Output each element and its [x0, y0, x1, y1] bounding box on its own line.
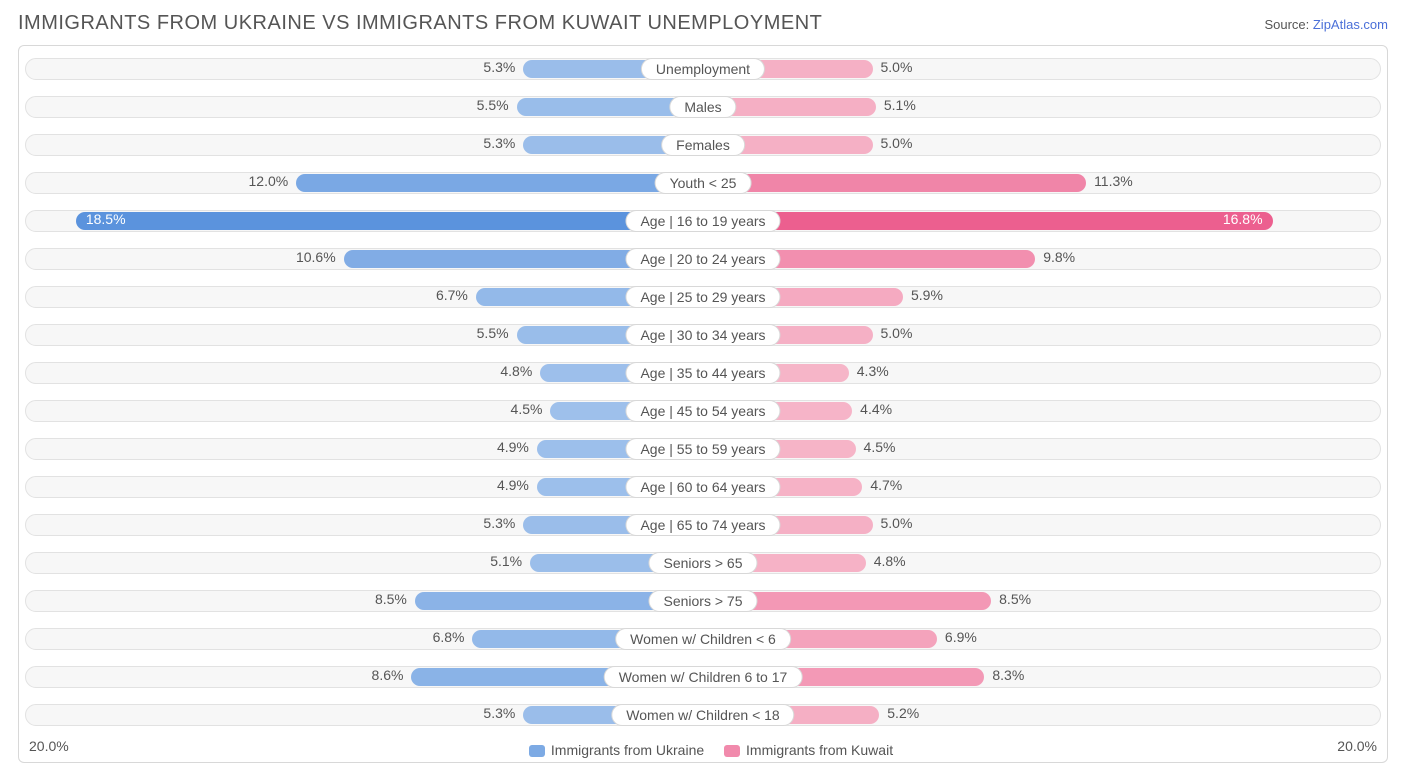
bar-right [703, 212, 1273, 230]
legend: Immigrants from Ukraine Immigrants from … [513, 738, 893, 758]
value-right: 5.0% [881, 515, 913, 531]
value-right: 4.7% [870, 477, 902, 493]
category-label: Age | 35 to 44 years [625, 362, 780, 384]
value-right: 8.3% [992, 667, 1024, 683]
chart-row: 6.8% 6.9% Women w/ Children < 6 [25, 622, 1381, 656]
category-label: Age | 60 to 64 years [625, 476, 780, 498]
value-right: 8.5% [999, 591, 1031, 607]
category-label: Age | 25 to 29 years [625, 286, 780, 308]
category-label: Women w/ Children < 6 [615, 628, 791, 650]
value-left: 12.0% [249, 173, 289, 189]
chart-row: 4.9% 4.5% Age | 55 to 59 years [25, 432, 1381, 466]
legend-label-right: Immigrants from Kuwait [746, 742, 893, 758]
legend-label-left: Immigrants from Ukraine [551, 742, 704, 758]
value-left: 4.9% [497, 477, 529, 493]
value-left: 8.6% [372, 667, 404, 683]
chart-title: IMMIGRANTS FROM UKRAINE VS IMMIGRANTS FR… [18, 12, 822, 35]
value-left: 4.9% [497, 439, 529, 455]
value-right: 4.4% [860, 401, 892, 417]
value-left: 4.8% [500, 363, 532, 379]
category-label: Unemployment [641, 58, 765, 80]
chart-row: 5.3% 5.0% Age | 65 to 74 years [25, 508, 1381, 542]
chart-row: 4.9% 4.7% Age | 60 to 64 years [25, 470, 1381, 504]
value-left: 5.3% [483, 135, 515, 151]
category-label: Seniors > 75 [649, 590, 758, 612]
chart-row: 5.5% 5.0% Age | 30 to 34 years [25, 318, 1381, 352]
bar-left [76, 212, 703, 230]
category-label: Youth < 25 [655, 172, 752, 194]
value-right: 11.3% [1094, 173, 1133, 189]
value-right: 5.1% [884, 97, 916, 113]
value-left: 5.3% [483, 59, 515, 75]
chart-row: 5.5% 5.1% Males [25, 90, 1381, 124]
category-label: Age | 55 to 59 years [625, 438, 780, 460]
legend-swatch-left [529, 745, 545, 757]
value-right: 6.9% [945, 629, 977, 645]
value-right: 4.3% [857, 363, 889, 379]
chart-row: 5.3% 5.2% Women w/ Children < 18 [25, 698, 1381, 732]
value-left: 5.3% [483, 515, 515, 531]
category-label: Females [661, 134, 745, 156]
category-label: Age | 20 to 24 years [625, 248, 780, 270]
category-label: Age | 65 to 74 years [625, 514, 780, 536]
value-left: 5.5% [477, 97, 509, 113]
value-left: 5.5% [477, 325, 509, 341]
chart-row: 5.3% 5.0% Unemployment [25, 52, 1381, 86]
chart-row: 5.3% 5.0% Females [25, 128, 1381, 162]
category-label: Seniors > 65 [649, 552, 758, 574]
category-label: Age | 45 to 54 years [625, 400, 780, 422]
value-left: 4.5% [511, 401, 543, 417]
category-label: Age | 30 to 34 years [625, 324, 780, 346]
butterfly-chart: 5.3% 5.0% Unemployment 5.5% 5.1% Males 5.3% 5.0… [18, 45, 1388, 763]
chart-row: 4.5% 4.4% Age | 45 to 54 years [25, 394, 1381, 428]
value-left: 18.5% [86, 211, 126, 227]
value-right: 16.8% [1223, 211, 1263, 227]
chart-rows: 5.3% 5.0% Unemployment 5.5% 5.1% Males 5.3% 5.0… [19, 52, 1387, 732]
category-label: Males [669, 96, 736, 118]
chart-row: 18.5% 16.8% Age | 16 to 19 years [25, 204, 1381, 238]
category-label: Women w/ Children 6 to 17 [604, 666, 803, 688]
category-label: Age | 16 to 19 years [625, 210, 780, 232]
chart-row: 8.5% 8.5% Seniors > 75 [25, 584, 1381, 618]
chart-row: 10.6% 9.8% Age | 20 to 24 years [25, 242, 1381, 276]
chart-row: 12.0% 11.3% Youth < 25 [25, 166, 1381, 200]
legend-swatch-right [724, 745, 740, 757]
bar-left [296, 174, 703, 192]
source-attribution: Source: ZipAtlas.com [1264, 17, 1388, 32]
value-left: 8.5% [375, 591, 407, 607]
value-left: 6.8% [433, 629, 465, 645]
chart-row: 6.7% 5.9% Age | 25 to 29 years [25, 280, 1381, 314]
value-left: 5.3% [483, 705, 515, 721]
bar-right [703, 174, 1086, 192]
value-left: 6.7% [436, 287, 468, 303]
axis-right-max: 20.0% [1337, 738, 1377, 758]
value-left: 5.1% [490, 553, 522, 569]
value-right: 9.8% [1043, 249, 1075, 265]
value-right: 5.2% [887, 705, 919, 721]
axis-left-max: 20.0% [29, 738, 69, 758]
value-right: 5.9% [911, 287, 943, 303]
category-label: Women w/ Children < 18 [611, 704, 794, 726]
source-prefix: Source: [1264, 17, 1312, 32]
chart-row: 4.8% 4.3% Age | 35 to 44 years [25, 356, 1381, 390]
value-right: 4.8% [874, 553, 906, 569]
chart-row: 5.1% 4.8% Seniors > 65 [25, 546, 1381, 580]
value-right: 5.0% [881, 135, 913, 151]
source-link[interactable]: ZipAtlas.com [1313, 17, 1388, 32]
value-right: 4.5% [864, 439, 896, 455]
chart-row: 8.6% 8.3% Women w/ Children 6 to 17 [25, 660, 1381, 694]
value-right: 5.0% [881, 59, 913, 75]
value-right: 5.0% [881, 325, 913, 341]
value-left: 10.6% [296, 249, 336, 265]
x-axis: 20.0% Immigrants from Ukraine Immigrants… [19, 736, 1387, 758]
